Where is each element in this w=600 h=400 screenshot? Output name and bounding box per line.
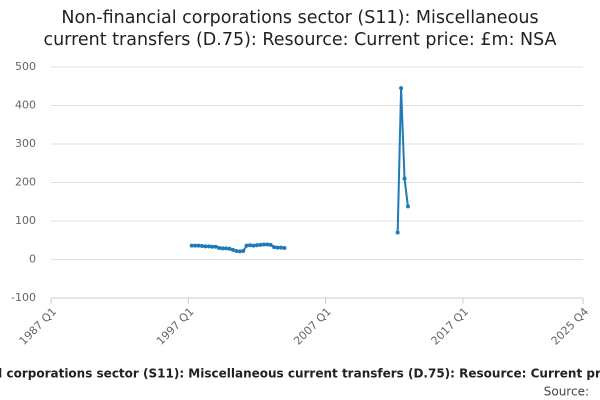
data-point	[206, 244, 211, 249]
data-point	[251, 243, 256, 248]
source: Source:	[544, 385, 589, 399]
y-tick-label: 100	[15, 214, 36, 227]
data-point	[189, 243, 194, 248]
data-point	[395, 230, 400, 235]
chart-title: Non-financial corporations sector (S11):…	[61, 8, 538, 28]
x-tick-label: 2025 Q4	[549, 305, 592, 348]
y-tick-label: 500	[15, 60, 36, 73]
data-point	[282, 245, 287, 250]
data-point	[278, 245, 283, 250]
y-tick-label: 0	[29, 253, 36, 266]
data-point	[230, 247, 235, 252]
data-point	[203, 244, 208, 249]
data-point	[265, 242, 270, 247]
data-point	[210, 244, 215, 249]
data-point	[268, 242, 273, 247]
x-tick-label: 2017 Q1	[429, 305, 472, 348]
data-point	[248, 243, 253, 248]
x-tick-label: 1987 Q1	[17, 305, 60, 348]
data-point	[213, 244, 218, 249]
data-point	[258, 242, 263, 247]
data-point	[399, 86, 404, 91]
data-point	[405, 204, 410, 209]
footer-title: Non-financial corporations sector (S11):…	[0, 367, 600, 381]
data-point	[234, 249, 239, 254]
chart-title: current transfers (D.75): Resource: Curr…	[43, 30, 556, 50]
y-tick-label: -100	[11, 291, 36, 304]
data-point	[241, 249, 246, 254]
series-line	[191, 88, 409, 253]
data-point	[261, 242, 266, 247]
data-point	[224, 246, 229, 251]
data-point	[220, 246, 225, 251]
data-point	[217, 245, 222, 250]
data-point	[272, 245, 277, 250]
data-point	[402, 176, 407, 181]
y-tick-label: 200	[15, 176, 36, 189]
x-tick-label: 1997 Q1	[154, 305, 197, 348]
data-point	[237, 249, 242, 254]
data-point	[254, 243, 259, 248]
data-point	[196, 243, 201, 248]
data-point	[227, 246, 232, 251]
y-tick-label: 400	[15, 99, 36, 112]
data-point	[200, 244, 205, 249]
x-tick-label: 2007 Q1	[291, 305, 334, 348]
data-point	[193, 243, 198, 248]
data-point	[244, 243, 249, 248]
y-tick-label: 300	[15, 137, 36, 150]
data-point	[275, 245, 280, 250]
